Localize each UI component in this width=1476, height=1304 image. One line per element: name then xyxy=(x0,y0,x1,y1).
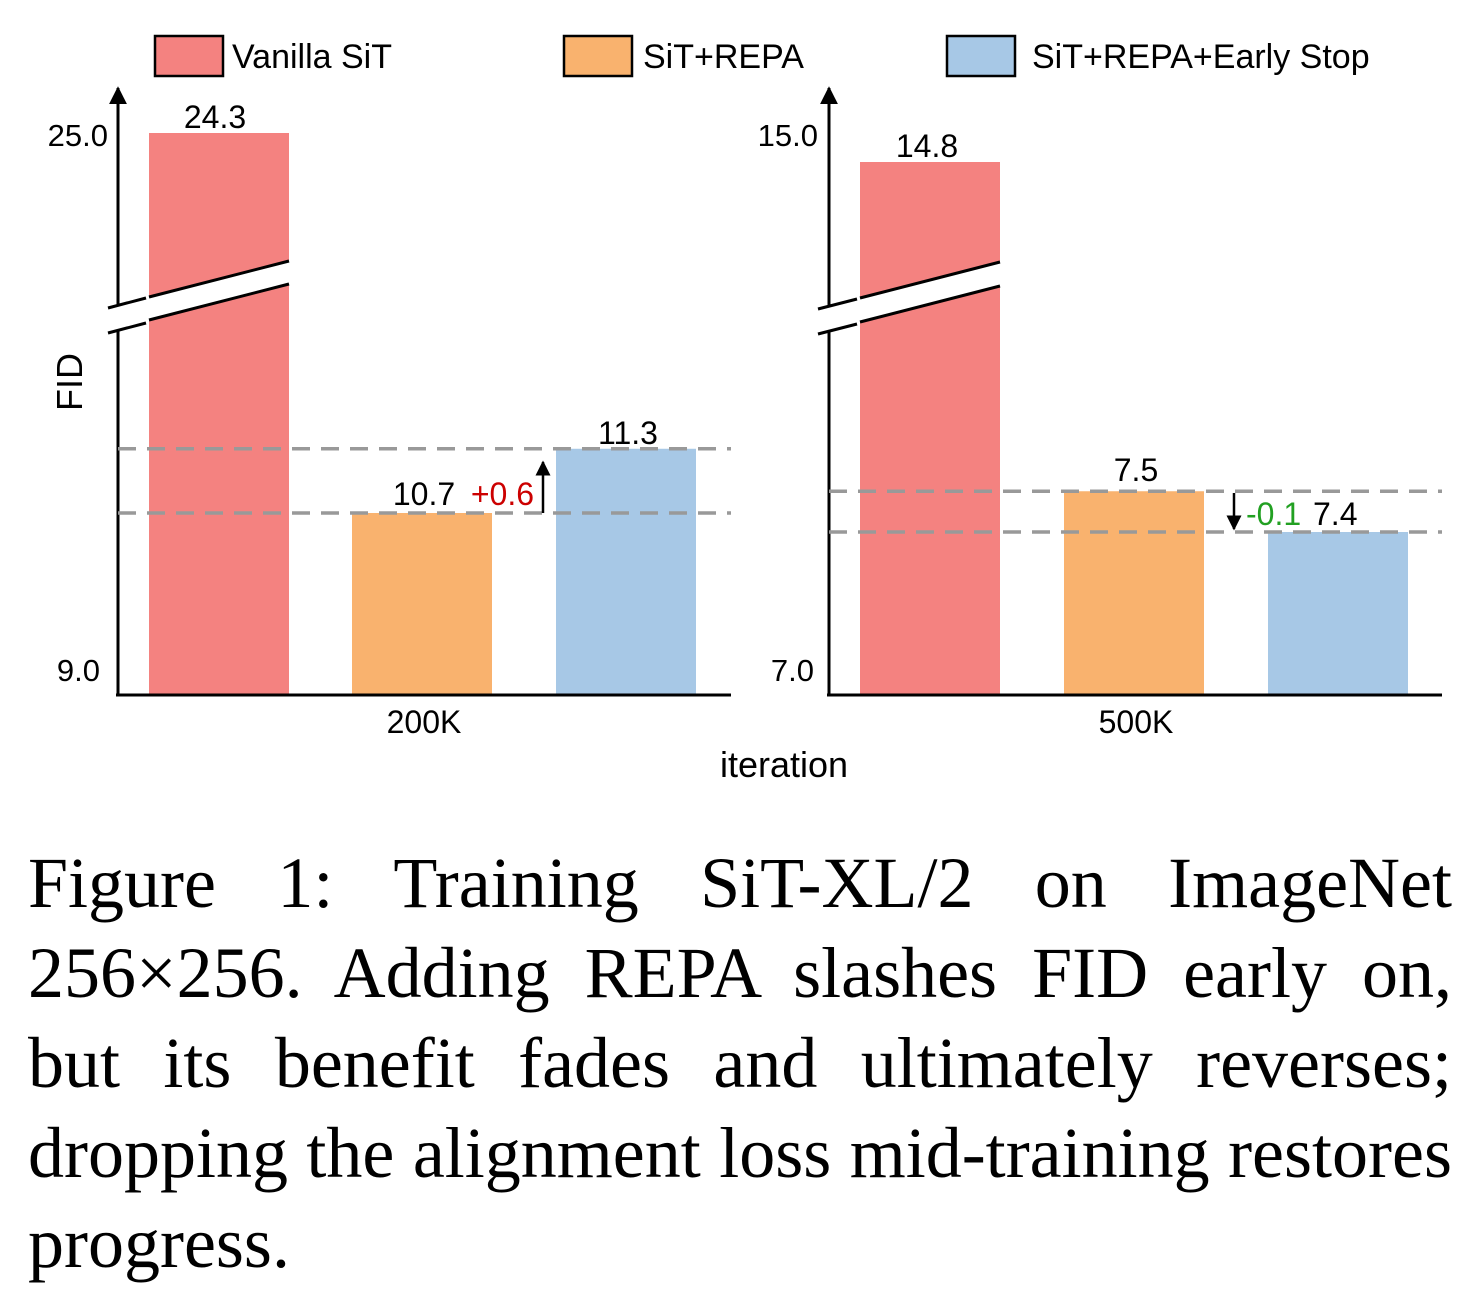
panel-200k: 25.0 9.0 200K 24.3 10.7 11.3 +0.6 xyxy=(48,86,731,740)
axis-break-slash-2-200k xyxy=(107,321,147,335)
axis-break-line-lower-500k xyxy=(859,284,1001,324)
delta-label-500k: -0.1 xyxy=(1246,496,1301,532)
legend-label-repa: SiT+REPA xyxy=(643,38,804,76)
value-label-200k-repa: 10.7 xyxy=(393,476,455,512)
legend-swatch-repa xyxy=(562,34,634,78)
figure-caption: Figure 1: Training SiT-XL/2 on ImageNet … xyxy=(28,843,1452,1283)
panel-500k: 15.0 7.0 500K 14.8 7.5 7.4 -0.1 xyxy=(758,86,1442,740)
value-label-500k-early-stop: 7.4 xyxy=(1313,496,1357,532)
chart: Vanilla SiT SiT+REPA SiT+REPA+Early Stop… xyxy=(48,34,1442,785)
y-tick-low-500k: 7.0 xyxy=(771,653,814,688)
legend-item-vanilla: Vanilla SiT xyxy=(153,34,392,78)
bar-200k-repa xyxy=(352,513,492,695)
legend-label-vanilla: Vanilla SiT xyxy=(232,38,392,76)
legend-label-early-stop: SiT+REPA+Early Stop xyxy=(1032,38,1370,76)
delta-label-200k: +0.6 xyxy=(471,476,534,512)
y-tick-high-200k: 25.0 xyxy=(48,118,108,153)
legend-swatch-vanilla xyxy=(153,34,225,78)
axis-break-gap-500k xyxy=(857,261,1003,323)
x-tick-500k: 500K xyxy=(1099,704,1174,740)
value-label-500k-vanilla: 14.8 xyxy=(896,128,958,164)
axis-break-slash-2-500k xyxy=(817,322,858,336)
bar-500k-repa xyxy=(1064,491,1204,695)
axis-break-line-lower-200k xyxy=(148,282,290,322)
x-axis-label: iteration xyxy=(720,744,848,785)
legend-item-repa: SiT+REPA xyxy=(562,34,804,78)
y-axis-label: FID xyxy=(49,353,90,411)
legend: Vanilla SiT SiT+REPA SiT+REPA+Early Stop xyxy=(153,34,1370,78)
x-tick-200k: 200K xyxy=(387,704,462,740)
axis-break-line-upper-500k xyxy=(859,260,1001,300)
y-tick-high-500k: 15.0 xyxy=(758,118,818,153)
legend-swatch-early-stop xyxy=(945,34,1017,78)
bar-200k-vanilla-bottom xyxy=(149,285,289,695)
axis-break-slash-1-500k xyxy=(817,297,858,311)
axis-break-gap-200k xyxy=(146,260,292,321)
bar-500k-early-stop xyxy=(1268,532,1408,695)
axis-break-slash-1-200k xyxy=(107,296,147,310)
value-label-500k-repa: 7.5 xyxy=(1114,452,1158,488)
y-tick-low-200k: 9.0 xyxy=(57,653,100,688)
axis-break-line-upper-200k xyxy=(148,259,290,299)
value-label-200k-vanilla: 24.3 xyxy=(184,99,246,135)
bar-200k-early-stop xyxy=(556,448,696,695)
legend-item-early-stop: SiT+REPA+Early Stop xyxy=(945,34,1370,78)
value-label-200k-early-stop: 11.3 xyxy=(598,415,658,451)
